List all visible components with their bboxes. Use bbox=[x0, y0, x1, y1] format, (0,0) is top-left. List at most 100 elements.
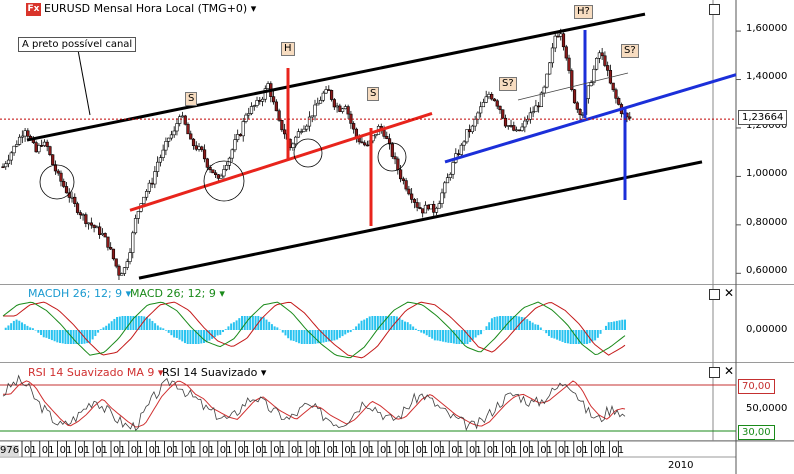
candle-body bbox=[252, 105, 256, 107]
title-dropdown-icon: ▾ bbox=[250, 2, 257, 15]
macd-hist-bar bbox=[116, 316, 119, 330]
macd-hist-bar bbox=[613, 321, 616, 330]
macd-hist-bar bbox=[265, 319, 268, 330]
candle-body bbox=[462, 141, 466, 146]
candle-body bbox=[17, 136, 22, 145]
price-chart[interactable] bbox=[0, 0, 794, 285]
candle-body bbox=[122, 267, 127, 274]
annotation-shoulder-left[interactable]: S bbox=[185, 92, 198, 106]
maximize-icon[interactable] bbox=[709, 4, 720, 15]
candle-body bbox=[503, 117, 508, 127]
annotation-shoulder-right[interactable]: S bbox=[367, 87, 380, 101]
macd-hist-bar bbox=[251, 316, 254, 330]
macd-hist-bar bbox=[539, 327, 542, 330]
rsi-chart[interactable] bbox=[0, 363, 794, 441]
annotation-head[interactable]: H bbox=[281, 42, 295, 56]
macd-hist-bar bbox=[425, 330, 428, 336]
rsi-label[interactable]: RSI 14 Suavizado ▾ bbox=[162, 366, 267, 379]
macd-hist-bar bbox=[355, 326, 358, 330]
time-tick-label: 01 bbox=[397, 445, 411, 456]
macd-chart[interactable] bbox=[0, 285, 794, 363]
macd-hist-label[interactable]: MACDH 26; 12; 9 ▾ bbox=[28, 287, 132, 300]
candle-body bbox=[156, 161, 160, 172]
pattern-circle-3 bbox=[377, 142, 407, 172]
macd-hist-bar bbox=[137, 316, 140, 330]
candle-body bbox=[415, 202, 419, 208]
candle-body bbox=[382, 130, 386, 137]
candle-body bbox=[465, 129, 469, 143]
price-tick-5: 0,80000 bbox=[746, 217, 788, 228]
macd-hist-bar bbox=[151, 320, 154, 330]
macd-hist-bar bbox=[352, 329, 355, 330]
macd-panel[interactable]: MACDH 26; 12; 9 ▾ MACD 26; 12; 9 ▾ 0,000… bbox=[0, 285, 794, 363]
candle-body bbox=[537, 105, 541, 108]
macd-hist-bar bbox=[183, 330, 186, 344]
macd-hist-bar bbox=[588, 330, 591, 344]
macd-hist-bar bbox=[295, 330, 298, 343]
candle-body bbox=[258, 100, 262, 102]
time-tick-label: 01 bbox=[433, 445, 447, 456]
rsi-panel[interactable]: RSI 14 Suavizado MA 9 ▾ RSI 14 Suavizado… bbox=[0, 363, 794, 441]
macd-close-icon[interactable]: ✕ bbox=[724, 286, 735, 300]
candle-body bbox=[98, 226, 102, 235]
candle-body bbox=[34, 142, 38, 153]
channel-note[interactable]: A preto possível canal bbox=[18, 37, 137, 52]
macd-hist-bar bbox=[249, 316, 252, 330]
time-tick-label: 01 bbox=[77, 445, 91, 456]
macd-hist-bar bbox=[406, 322, 409, 330]
candle-body bbox=[283, 129, 287, 135]
macd-hist-bar bbox=[162, 328, 165, 330]
rsi-dropdown-icon: ▾ bbox=[260, 366, 267, 379]
candle-body bbox=[492, 98, 497, 102]
macd-hist-bar bbox=[227, 326, 230, 330]
rsi-maximize-icon[interactable] bbox=[709, 367, 720, 378]
candle-body bbox=[100, 233, 104, 235]
macd-hist-bar bbox=[67, 330, 70, 344]
candle-body bbox=[158, 157, 162, 163]
chart-title[interactable]: EURUSD Mensal Hora Local (TMG+0) ▾ bbox=[44, 2, 257, 15]
price-tick-4: 1,00000 bbox=[746, 168, 788, 179]
candle-body bbox=[12, 145, 16, 154]
candle-body bbox=[59, 172, 63, 182]
time-axis[interactable]: 976 2010 01 01 01 01 01 01 01 01 01 01 01 01 01 01 01 0… bbox=[0, 441, 794, 474]
candle-body bbox=[390, 143, 394, 157]
candle-body bbox=[393, 156, 397, 160]
macd-hist-bar bbox=[102, 327, 105, 330]
macd-hist-bar bbox=[156, 325, 159, 330]
macd-hist-bar bbox=[610, 322, 613, 330]
rsi-ma-label[interactable]: RSI 14 Suavizado MA 9 ▾ bbox=[28, 366, 164, 379]
macd-dropdown-icon: ▾ bbox=[219, 287, 225, 300]
candle-body bbox=[329, 90, 334, 100]
macd-hist-bar bbox=[558, 330, 561, 341]
macd-hist-bar bbox=[213, 330, 216, 338]
candle-body bbox=[360, 141, 364, 144]
candle-body bbox=[404, 180, 408, 190]
macd-hist-bar bbox=[322, 330, 325, 343]
macd-hist-bar bbox=[450, 330, 453, 344]
annotation-shoulder-right-q[interactable]: S? bbox=[621, 44, 639, 58]
candle-body bbox=[517, 129, 521, 132]
macd-hist-bar bbox=[374, 316, 377, 330]
candle-body bbox=[125, 261, 129, 268]
annotation-shoulder-left-q[interactable]: S? bbox=[499, 77, 517, 91]
macd-hist-bar bbox=[132, 316, 135, 330]
macd-label[interactable]: MACD 26; 12; 9 ▾ bbox=[130, 287, 225, 300]
candle-body bbox=[570, 70, 574, 91]
macd-maximize-icon[interactable] bbox=[709, 289, 720, 300]
macd-hist-bar bbox=[317, 330, 320, 344]
blue-neckline bbox=[444, 73, 737, 164]
time-tick-label: 01 bbox=[291, 445, 304, 456]
candle-body bbox=[578, 109, 582, 115]
price-panel[interactable]: Fx EURUSD Mensal Hora Local (TMG+0) ▾ A … bbox=[0, 0, 794, 285]
macd-hist-bar bbox=[414, 328, 417, 330]
candle-body bbox=[553, 35, 557, 49]
macd-hist-bar bbox=[477, 330, 480, 336]
macd-hist-bar bbox=[175, 330, 178, 338]
macd-hist-bar bbox=[398, 318, 401, 330]
upper-channel-line bbox=[26, 12, 646, 142]
macd-hist-bar bbox=[330, 330, 333, 341]
annotation-head-q[interactable]: H? bbox=[574, 5, 593, 19]
macd-hist-bar bbox=[31, 328, 34, 330]
rsi-close-icon[interactable]: ✕ bbox=[724, 364, 735, 378]
pattern-circle-2 bbox=[293, 138, 323, 168]
